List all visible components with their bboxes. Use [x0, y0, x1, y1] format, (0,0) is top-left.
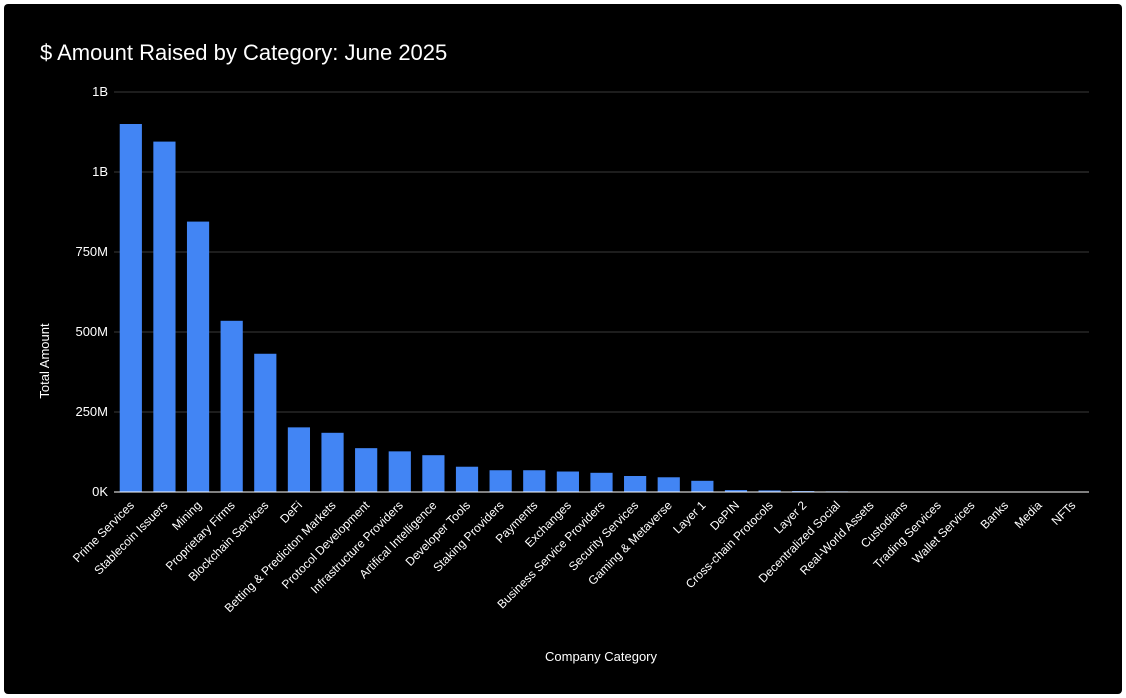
chart-title: $ Amount Raised by Category: June 2025 — [40, 40, 448, 65]
x-tick-label: Media — [1012, 498, 1045, 531]
chart-frame: $ Amount Raised by Category: June 2025 0… — [4, 4, 1122, 694]
gridlines — [114, 91, 1089, 413]
bar — [119, 124, 142, 492]
y-tick-label: 750M — [75, 244, 108, 259]
bar — [254, 353, 277, 492]
y-tick-label: 250M — [75, 404, 108, 419]
bar — [422, 455, 445, 492]
y-tick-label: 500M — [75, 324, 108, 339]
bar — [153, 141, 176, 492]
bar — [489, 470, 512, 492]
bar — [287, 427, 311, 492]
x-tick-label: Banks — [978, 498, 1011, 531]
bar — [321, 432, 344, 492]
bar — [220, 320, 243, 492]
y-tick-labels: 0K 250M 500M 750M 1B 1B — [75, 84, 108, 499]
bar — [523, 470, 546, 492]
bar — [691, 480, 714, 492]
bar — [590, 472, 613, 492]
bar — [758, 490, 781, 492]
x-tick-label: Layer 1 — [670, 498, 708, 536]
y-tick-label: 1B — [92, 164, 108, 179]
bar — [455, 466, 479, 492]
bar — [556, 471, 579, 492]
bars — [119, 124, 848, 493]
x-axis-label: Company Category — [545, 649, 657, 664]
bar — [657, 477, 680, 492]
y-tick-label: 0K — [92, 484, 108, 499]
y-tick-label: 1B — [92, 84, 108, 99]
y-axis-label: Total Amount — [37, 323, 52, 399]
bar — [388, 451, 411, 492]
x-tick-label: NFTs — [1049, 498, 1079, 528]
bar-chart: 0K 250M 500M 750M 1B 1B Prime ServicesStablec… — [37, 84, 1089, 664]
x-tick-label: DeFi — [277, 498, 305, 526]
bar — [624, 476, 647, 492]
bar — [724, 490, 748, 492]
bar — [355, 448, 378, 492]
bar — [186, 221, 210, 492]
